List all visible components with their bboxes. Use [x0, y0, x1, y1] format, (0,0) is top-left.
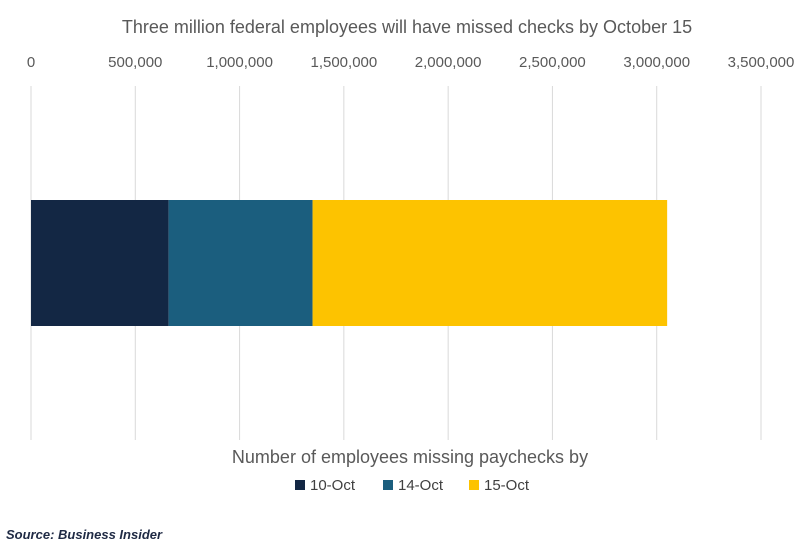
bar-segment-14-oct [168, 200, 313, 326]
legend-label: 14-Oct [398, 477, 444, 494]
legend-swatch [383, 480, 393, 490]
legend-item-15-oct: 15-Oct [469, 477, 530, 494]
tick-labels: 0 500,000 1,000,000 1,500,000 2,000,000 2,500… [27, 54, 795, 71]
legend: 10-Oct 14-Oct 15-Oct [295, 477, 530, 494]
x-tick-label: 500,000 [108, 54, 162, 71]
bar-segment-15-oct [312, 200, 668, 326]
legend-label: 15-Oct [484, 477, 530, 494]
x-tick-label: 1,500,000 [310, 54, 377, 71]
legend-item-14-oct: 14-Oct [383, 477, 444, 494]
legend-swatch [469, 480, 479, 490]
x-axis-label: Number of employees missing paychecks by [232, 447, 588, 467]
source-note: Source: Business Insider [6, 527, 163, 542]
chart-title: Three million federal employees will hav… [122, 17, 692, 37]
x-tick-label: 1,000,000 [206, 54, 273, 71]
x-tick-label: 3,000,000 [623, 54, 690, 71]
bars [31, 200, 668, 326]
legend-item-10-oct: 10-Oct [295, 477, 356, 494]
x-tick-label: 2,000,000 [415, 54, 482, 71]
chart: Three million federal employees will hav… [27, 17, 795, 494]
bar-segment-10-oct [31, 200, 169, 326]
legend-swatch [295, 480, 305, 490]
legend-label: 10-Oct [310, 477, 356, 494]
x-tick-label: 3,500,000 [728, 54, 795, 71]
x-tick-label: 2,500,000 [519, 54, 586, 71]
x-tick-label: 0 [27, 54, 35, 71]
